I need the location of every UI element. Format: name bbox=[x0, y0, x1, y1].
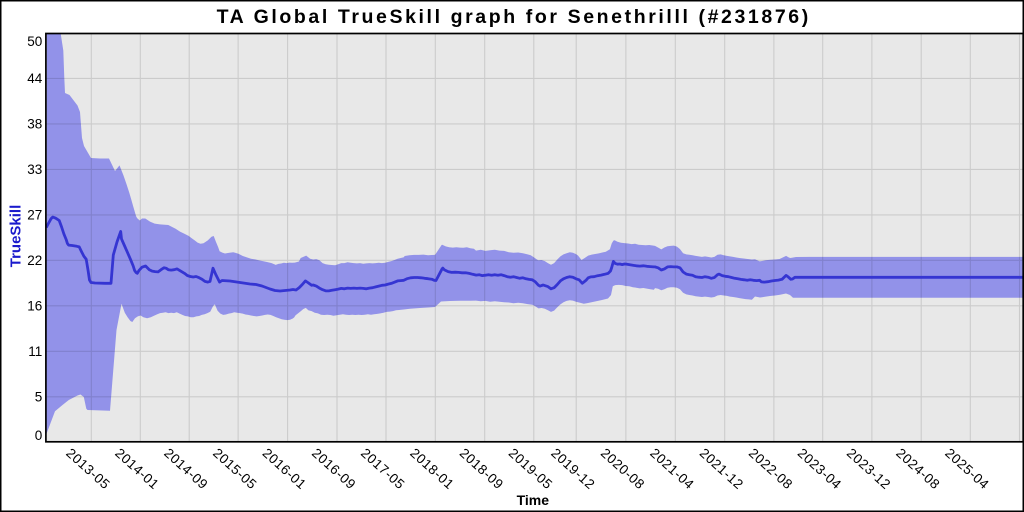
svg-text:38: 38 bbox=[27, 116, 42, 131]
svg-text:16: 16 bbox=[27, 298, 42, 313]
svg-text:33: 33 bbox=[27, 162, 42, 177]
svg-text:Time: Time bbox=[517, 492, 550, 508]
svg-text:11: 11 bbox=[28, 344, 42, 359]
svg-text:27: 27 bbox=[27, 207, 42, 222]
svg-text:TrueSkill: TrueSkill bbox=[8, 205, 25, 268]
svg-text:22: 22 bbox=[27, 253, 42, 268]
svg-text:TA Global TrueSkill graph for: TA Global TrueSkill graph for Senethrill… bbox=[217, 6, 811, 28]
svg-text:44: 44 bbox=[27, 71, 43, 86]
svg-text:5: 5 bbox=[35, 389, 43, 404]
svg-text:50: 50 bbox=[27, 34, 42, 49]
svg-text:0: 0 bbox=[35, 428, 43, 443]
